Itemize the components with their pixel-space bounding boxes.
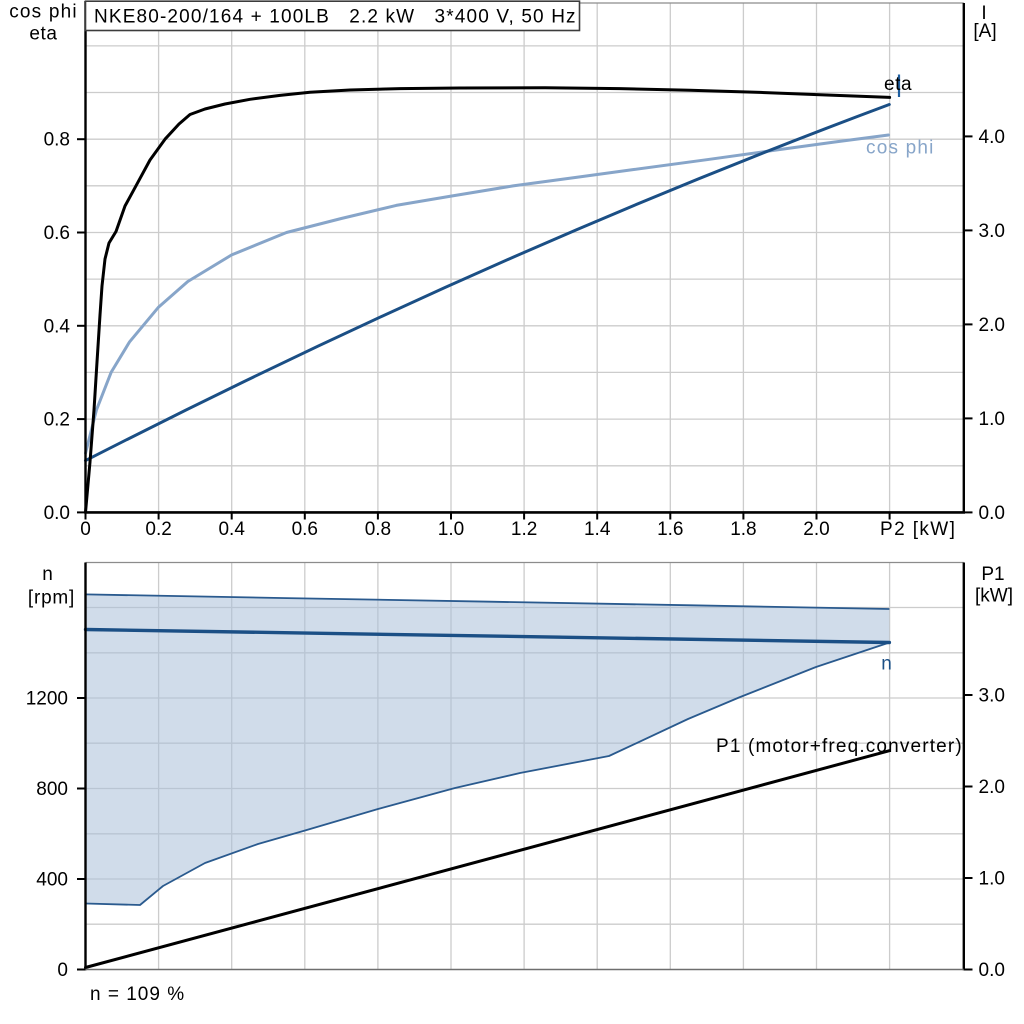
- svg-text:3.0: 3.0: [979, 686, 1005, 707]
- svg-text:0: 0: [80, 519, 91, 540]
- svg-text:0.6: 0.6: [292, 519, 318, 540]
- svg-text:P1 (motor+freq.converter): P1 (motor+freq.converter): [716, 736, 963, 757]
- svg-text:4.0: 4.0: [979, 127, 1005, 148]
- svg-text:0.0: 0.0: [979, 503, 1005, 524]
- svg-text:n = 109 %: n = 109 %: [90, 984, 185, 1005]
- svg-text:NKE80-200/164 + 100LB 2.2 kW: NKE80-200/164 + 100LB 2.2 kW 3*400 V, 50…: [94, 7, 577, 28]
- svg-text:1.6: 1.6: [657, 519, 683, 540]
- svg-text:0.4: 0.4: [218, 519, 245, 540]
- svg-text:[rpm]: [rpm]: [28, 588, 75, 609]
- svg-text:0.8: 0.8: [365, 519, 391, 540]
- svg-text:2.0: 2.0: [979, 777, 1005, 798]
- svg-text:0.2: 0.2: [145, 519, 171, 540]
- svg-text:1.0: 1.0: [979, 869, 1005, 890]
- svg-text:eta: eta: [884, 74, 912, 95]
- svg-text:cos phi: cos phi: [9, 2, 78, 23]
- svg-text:0.2: 0.2: [44, 410, 70, 431]
- svg-text:1.0: 1.0: [438, 519, 464, 540]
- svg-text:n: n: [881, 654, 892, 675]
- svg-text:1.8: 1.8: [730, 519, 756, 540]
- svg-text:[kW]: [kW]: [975, 586, 1013, 607]
- svg-text:0.8: 0.8: [44, 130, 70, 151]
- svg-text:3.0: 3.0: [979, 221, 1005, 242]
- svg-text:400: 400: [36, 870, 68, 891]
- svg-text:0.0: 0.0: [44, 503, 70, 524]
- svg-text:800: 800: [36, 779, 68, 800]
- svg-text:0.0: 0.0: [979, 960, 1005, 981]
- svg-text:1.4: 1.4: [584, 519, 611, 540]
- svg-text:0.4: 0.4: [44, 316, 71, 337]
- svg-text:1200: 1200: [26, 689, 68, 710]
- svg-text:P2 [kW]: P2 [kW]: [880, 519, 956, 540]
- svg-text:cos phi: cos phi: [866, 138, 935, 159]
- svg-text:1.0: 1.0: [979, 409, 1005, 430]
- svg-text:n: n: [42, 564, 53, 585]
- svg-text:eta: eta: [29, 24, 57, 45]
- svg-text:P1: P1: [981, 564, 1004, 585]
- svg-text:0: 0: [57, 960, 68, 981]
- svg-text:2.0: 2.0: [979, 315, 1005, 336]
- svg-text:2.0: 2.0: [803, 519, 829, 540]
- svg-text:[A]: [A]: [973, 21, 996, 42]
- svg-text:0.6: 0.6: [44, 223, 70, 244]
- svg-text:I: I: [981, 3, 986, 24]
- svg-text:1.2: 1.2: [511, 519, 537, 540]
